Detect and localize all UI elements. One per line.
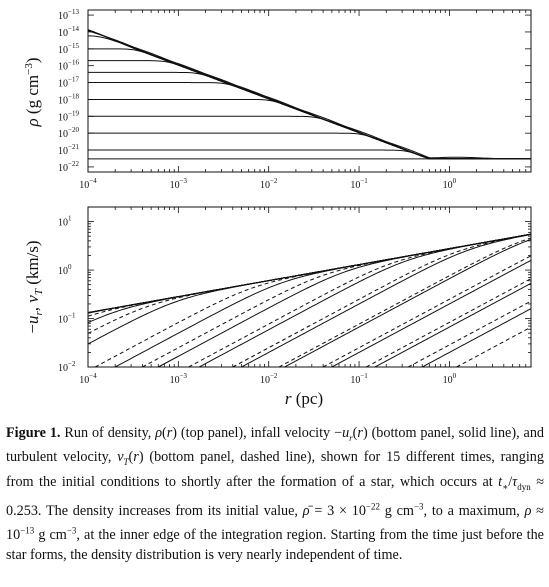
density-y-tick-label-exp: −19	[68, 109, 79, 117]
density-curve	[87, 29, 531, 160]
density-x-tick-label: 10−4	[79, 177, 97, 191]
density-axis-units-close: )	[23, 58, 42, 64]
velocity-x-tick-label: 10−1	[350, 372, 368, 386]
infall-velocity-curve	[421, 308, 532, 368]
turbulent-velocity-curve	[87, 233, 532, 314]
density-x-tick-label: 10−3	[170, 177, 188, 191]
velocity-x-tick-label-exp: 0	[453, 372, 457, 380]
infall-velocity-curve	[331, 259, 532, 368]
velocity-axis-label: −ur, vT (km/s)	[23, 240, 45, 333]
density-curve	[88, 60, 531, 160]
density-y-tick-label-exp: −13	[68, 8, 79, 16]
density-x-tick-label-exp: −4	[89, 177, 97, 185]
velocity-y-tick-label-exp: −1	[68, 312, 76, 320]
density-y-tick-label-exp: −17	[68, 76, 79, 84]
velocity-y-tick-label: 100	[58, 263, 72, 277]
density-x-tick-label: 10−1	[350, 177, 368, 191]
density-curve	[88, 132, 531, 160]
infall-velocity-curve	[241, 233, 532, 368]
density-x-tick-label: 10−2	[260, 177, 278, 191]
density-y-tick-label: 10−22	[58, 160, 79, 174]
density-y-tick-label: 10−20	[58, 126, 79, 140]
density-curve	[88, 115, 531, 160]
density-curve	[87, 30, 531, 160]
density-x-tick-label-exp: −2	[270, 177, 278, 185]
density-y-tick-label-exp: −21	[68, 143, 79, 151]
figure-plots: 10−4 10−3 10−2 10−1 10010−1310−1410−1510−161…	[23, 8, 532, 408]
density-y-tick-label: 10−14	[58, 25, 79, 39]
density-y-tick-label: 10−13	[58, 8, 79, 22]
velocity-y-tick-label: 101	[58, 215, 72, 229]
density-axis-symbol: ρ	[23, 118, 42, 127]
infall-velocity-curve	[87, 233, 532, 345]
density-y-tick-label: 10−21	[58, 143, 79, 157]
density-y-tick-label-exp: −20	[68, 126, 79, 134]
density-y-tick-label-exp: −16	[68, 59, 79, 67]
turbulent-velocity-curve	[142, 233, 532, 368]
radius-axis-label: r (pc)	[285, 389, 323, 408]
velocity-curves	[87, 233, 532, 368]
density-axis-units-exp: −3	[23, 63, 35, 75]
density-curve	[87, 29, 531, 160]
density-x-tick-label-exp: −3	[180, 177, 188, 185]
velocity-x-tick-label-exp: −2	[270, 372, 278, 380]
caption-text: Run of density, ρ(r) (top panel), infall…	[6, 425, 545, 563]
density-curves	[87, 29, 531, 160]
density-y-tick-label-exp: −22	[68, 160, 79, 168]
turbulent-velocity-curve	[407, 300, 532, 368]
infall-velocity-curve	[158, 233, 532, 368]
infall-velocity-curve	[374, 282, 532, 368]
velocity-y-tick-label-exp: 0	[68, 263, 72, 271]
density-curve	[88, 48, 531, 160]
density-y-tick-label: 10−19	[58, 109, 79, 123]
density-curve	[87, 29, 531, 160]
density-y-tick-label: 10−15	[58, 42, 79, 56]
density-x-tick-label: 100	[443, 177, 457, 191]
figure: 10−4 10−3 10−2 10−1 100 10−13 10−14 10−15 10−16 1…	[23, 8, 532, 408]
turbulent-velocity-curve	[232, 233, 532, 368]
density-y-tick-label: 10−17	[58, 76, 79, 90]
velocity-y-tick-label: 10−2	[58, 360, 76, 374]
velocity-x-tick-label: 10−4	[79, 372, 97, 386]
density-curve	[87, 29, 531, 160]
velocity-x-tick-label: 100	[443, 372, 457, 386]
velocity-x-tick-label: 10−3	[170, 372, 188, 386]
density-curve	[88, 82, 531, 160]
turbulent-velocity-curve	[188, 233, 532, 368]
density-y-tick-label: 10−18	[58, 92, 79, 106]
velocity-panel-frame	[87, 206, 532, 368]
velocity-y-tick-label-exp: −2	[68, 360, 76, 368]
turbulent-velocity-curve	[365, 278, 532, 368]
turbulent-velocity-curve	[322, 255, 532, 368]
velocity-y-tick-label: 10−1	[58, 312, 76, 326]
velocity-x-tick-label-exp: −1	[360, 372, 368, 380]
density-curve	[87, 35, 531, 160]
density-axis-units: (g cm	[23, 75, 42, 118]
density-axis-label: ρ (g cm−3)	[23, 58, 42, 128]
infall-velocity-curve	[284, 238, 532, 368]
velocity-x-tick-label: 10−2	[260, 372, 278, 386]
velocity-x-tick-label-exp: −3	[180, 372, 188, 380]
velocity-x-tick-label-exp: −4	[89, 372, 97, 380]
density-x-tick-label-exp: −1	[360, 177, 368, 185]
turbulent-velocity-curve	[456, 326, 532, 368]
density-curve	[88, 149, 531, 160]
density-y-tick-label-exp: −14	[68, 25, 79, 33]
density-curve	[88, 71, 531, 160]
density-y-tick-label: 10−16	[58, 59, 79, 73]
density-y-tick-label-exp: −15	[68, 42, 79, 50]
caption-label: Figure 1.	[6, 425, 61, 441]
density-panel: 10−4 10−3 10−2 10−1 10010−1310−1410−1510−161…	[23, 8, 532, 191]
velocity-y-tick-label-exp: 1	[68, 215, 72, 223]
density-x-tick-label-exp: 0	[453, 177, 457, 185]
density-panel-frame	[87, 9, 532, 173]
figure-caption: Figure 1. Run of density, ρ(r) (top pane…	[6, 424, 544, 566]
infall-velocity-curve	[87, 233, 532, 324]
turbulent-velocity-curve	[278, 237, 532, 368]
density-y-tick-label-exp: −18	[68, 92, 79, 100]
